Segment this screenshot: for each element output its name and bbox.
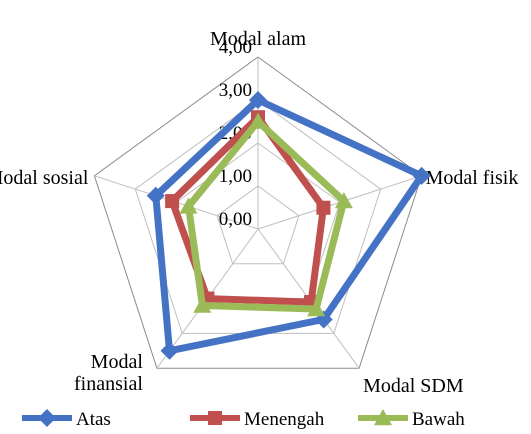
grid-ring	[93, 56, 423, 369]
legend-marker	[208, 411, 222, 425]
data-point-bawah	[179, 197, 198, 214]
radar-series	[146, 91, 431, 360]
legend-label: Menengah	[244, 409, 325, 430]
series-line-bawah	[184, 116, 348, 313]
legend-item-bawah: Bawah	[358, 409, 465, 430]
data-point-atas	[249, 91, 267, 109]
axis-label-modal-fisik: Modal fisik	[426, 167, 519, 189]
data-point-bawah	[249, 112, 267, 129]
data-point-bawah	[334, 192, 353, 209]
data-point-atas	[160, 341, 179, 360]
tick-label: 0,00	[219, 209, 252, 230]
data-point-menengah	[316, 200, 331, 215]
grid-ring	[216, 185, 300, 265]
data-point-atas	[412, 166, 431, 185]
series-bawah	[179, 112, 353, 317]
legend-label: Bawah	[412, 409, 465, 430]
legend-label: Atas	[76, 409, 111, 430]
legend-item-atas: Atas	[22, 409, 111, 430]
series-line-menengah	[168, 111, 328, 306]
radar-axis-labels: Modal alam Modal fisik Modal SDM Modal finan…	[0, 28, 518, 397]
data-point-atas	[146, 186, 165, 205]
axis-label-modal-alam: Modal alam	[210, 28, 307, 50]
series-line-atas	[152, 95, 427, 356]
legend: Atas Menengah Bawah	[22, 409, 465, 430]
tick-label: 1,00	[219, 166, 252, 187]
legend-marker	[38, 409, 56, 427]
axis-label-modal-sdm: Modal SDM	[363, 375, 464, 397]
axis-label-modal-finansial: Modal finansial	[74, 351, 143, 395]
legend-marker	[374, 409, 392, 426]
axis-label-modal-sosial: Modal sosial	[0, 167, 89, 189]
data-point-bawah	[193, 296, 212, 313]
series-atas	[146, 91, 431, 360]
tick-label: 3,00	[219, 80, 252, 101]
legend-item-menengah: Menengah	[190, 409, 325, 430]
data-point-menengah	[165, 194, 180, 209]
data-point-bawah	[307, 300, 326, 317]
tick-label: 4,00	[219, 37, 252, 58]
